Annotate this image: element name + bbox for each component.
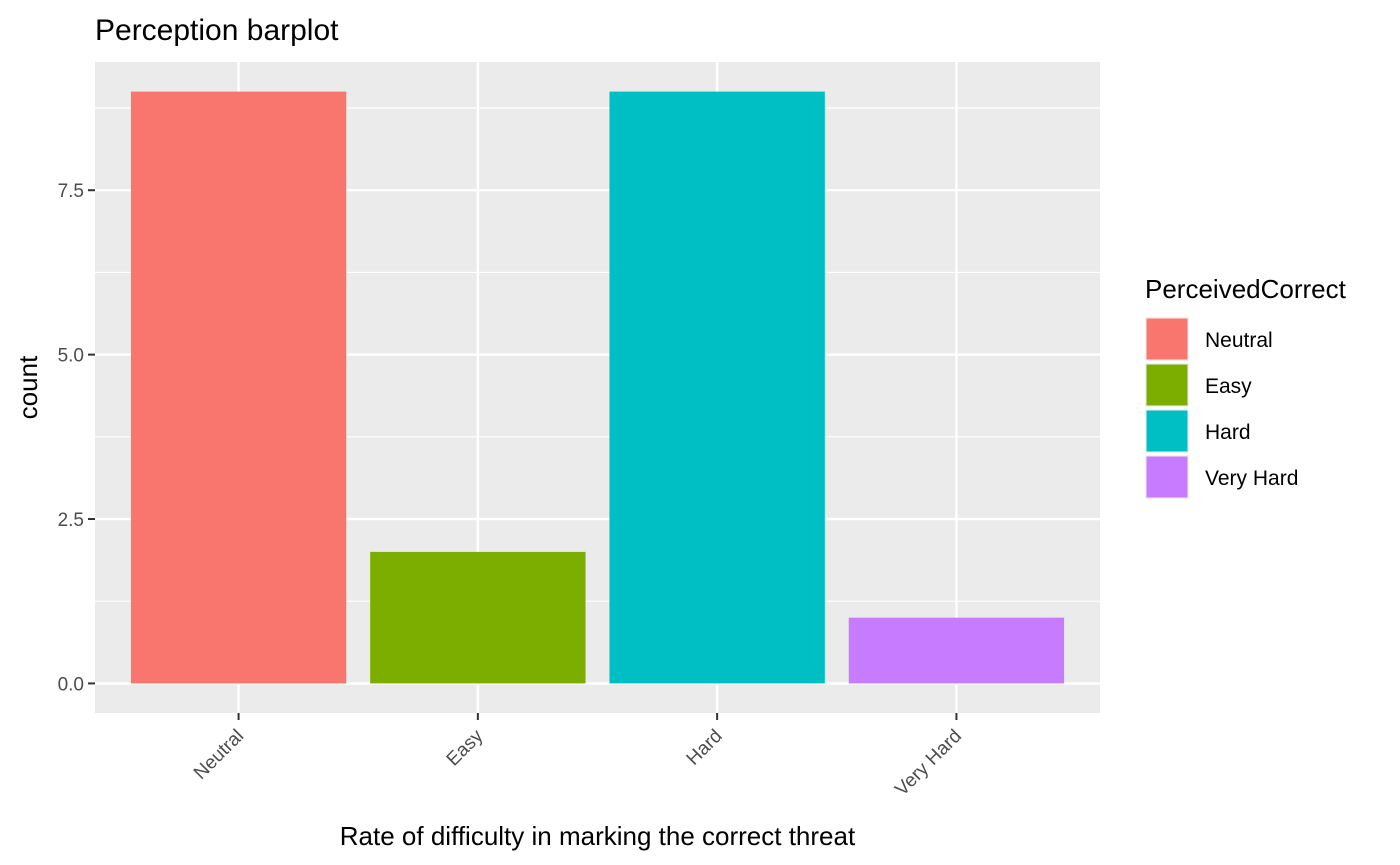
bar-easy bbox=[370, 551, 586, 684]
y-tick-label: 2.5 bbox=[58, 510, 84, 531]
x-tick-label: Neutral bbox=[190, 726, 248, 784]
x-tick-label: Easy bbox=[443, 725, 488, 770]
x-tick-label: Very Hard bbox=[891, 726, 966, 801]
legend-swatch-neutral bbox=[1146, 318, 1188, 360]
x-axis: Neutral Easy Hard Very Hard bbox=[190, 713, 966, 800]
legend-label: Hard bbox=[1205, 421, 1251, 444]
y-axis: 0.0 2.5 5.0 7.5 bbox=[58, 181, 95, 695]
bar-hard bbox=[609, 91, 825, 684]
legend: PerceivedCorrect Neutral Easy Hard Very Har… bbox=[1145, 274, 1347, 499]
x-tick-label: Hard bbox=[683, 726, 727, 770]
legend-items: Neutral Easy Hard Very Hard bbox=[1145, 317, 1298, 499]
y-tick-label: 7.5 bbox=[58, 181, 84, 202]
legend-swatch-hard bbox=[1146, 410, 1188, 452]
chart-title: Perception barplot bbox=[95, 14, 339, 47]
legend-label: Very Hard bbox=[1205, 467, 1298, 490]
bar-neutral bbox=[130, 91, 347, 684]
y-tick-label: 5.0 bbox=[58, 346, 84, 367]
x-axis-title: Rate of difficulty in marking the correc… bbox=[340, 821, 856, 851]
legend-label: Easy bbox=[1205, 375, 1252, 398]
legend-swatch-very-hard bbox=[1146, 456, 1188, 498]
legend-swatch-easy bbox=[1146, 364, 1188, 406]
bars bbox=[130, 91, 1065, 684]
y-tick-label: 0.0 bbox=[58, 674, 84, 695]
legend-title: PerceivedCorrect bbox=[1145, 274, 1347, 304]
y-axis-title: count bbox=[13, 355, 43, 419]
bar-very-hard bbox=[848, 617, 1065, 684]
legend-label: Neutral bbox=[1205, 329, 1273, 352]
